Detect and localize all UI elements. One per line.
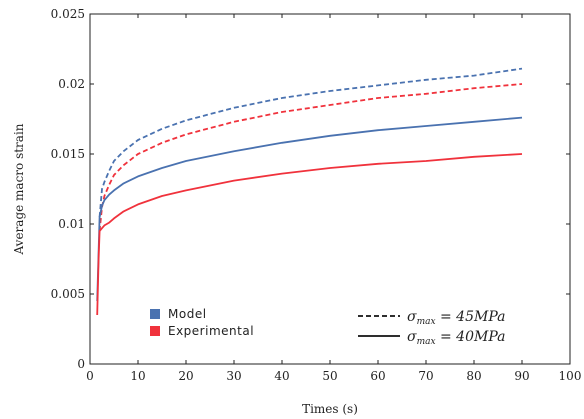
- x-tick-label: 100: [559, 369, 582, 383]
- x-axis-ticks: 0 10 20 30 40 50 60 70 80 90 100: [86, 14, 581, 383]
- x-tick-label: 40: [274, 369, 289, 383]
- y-axis-title: Average macro strain: [12, 123, 26, 255]
- x-tick-label: 90: [514, 369, 529, 383]
- x-tick-label: 10: [130, 369, 145, 383]
- y-tick-label: 0.015: [51, 147, 85, 161]
- y-tick-label: 0: [77, 357, 85, 371]
- y-tick-label: 0.02: [58, 77, 85, 91]
- y-tick-label: 0.025: [51, 7, 85, 21]
- series-line-model-45mpa: [98, 67, 523, 218]
- x-tick-label: 80: [466, 369, 481, 383]
- series-line-experimental-45mpa: [98, 83, 523, 232]
- x-axis-title: Times (s): [302, 402, 358, 416]
- series-line-experimental-40mpa: [96, 153, 523, 316]
- legend-label-dashed: σmax = 45MPa: [407, 309, 505, 327]
- legend-color: Model Experimental: [150, 307, 254, 338]
- x-tick-label: 30: [226, 369, 241, 383]
- legend-swatch-model: [150, 309, 160, 319]
- legend-label-solid: σmax = 40MPa: [407, 329, 505, 347]
- y-axis-ticks: 0 0.005 0.01 0.015 0.02 0.025: [51, 7, 570, 371]
- legend-label-experimental: Experimental: [168, 324, 254, 338]
- x-tick-label: 50: [322, 369, 337, 383]
- y-tick-label: 0.01: [58, 217, 85, 231]
- x-tick-label: 0: [86, 369, 94, 383]
- series-line-model-40mpa: [96, 116, 523, 302]
- legend-linestyle: σmax = 45MPa σmax = 40MPa: [358, 309, 505, 347]
- x-tick-label: 20: [178, 369, 193, 383]
- x-tick-label: 70: [418, 369, 433, 383]
- y-tick-label: 0.005: [51, 287, 85, 301]
- legend-swatch-experimental: [150, 326, 160, 336]
- series-lines: [96, 67, 523, 316]
- x-tick-label: 60: [370, 369, 385, 383]
- legend-label-model: Model: [168, 307, 207, 321]
